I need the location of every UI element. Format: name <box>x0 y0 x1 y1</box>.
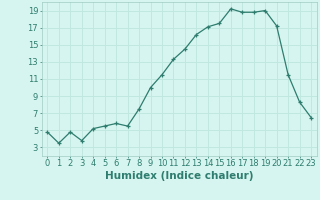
X-axis label: Humidex (Indice chaleur): Humidex (Indice chaleur) <box>105 171 253 181</box>
